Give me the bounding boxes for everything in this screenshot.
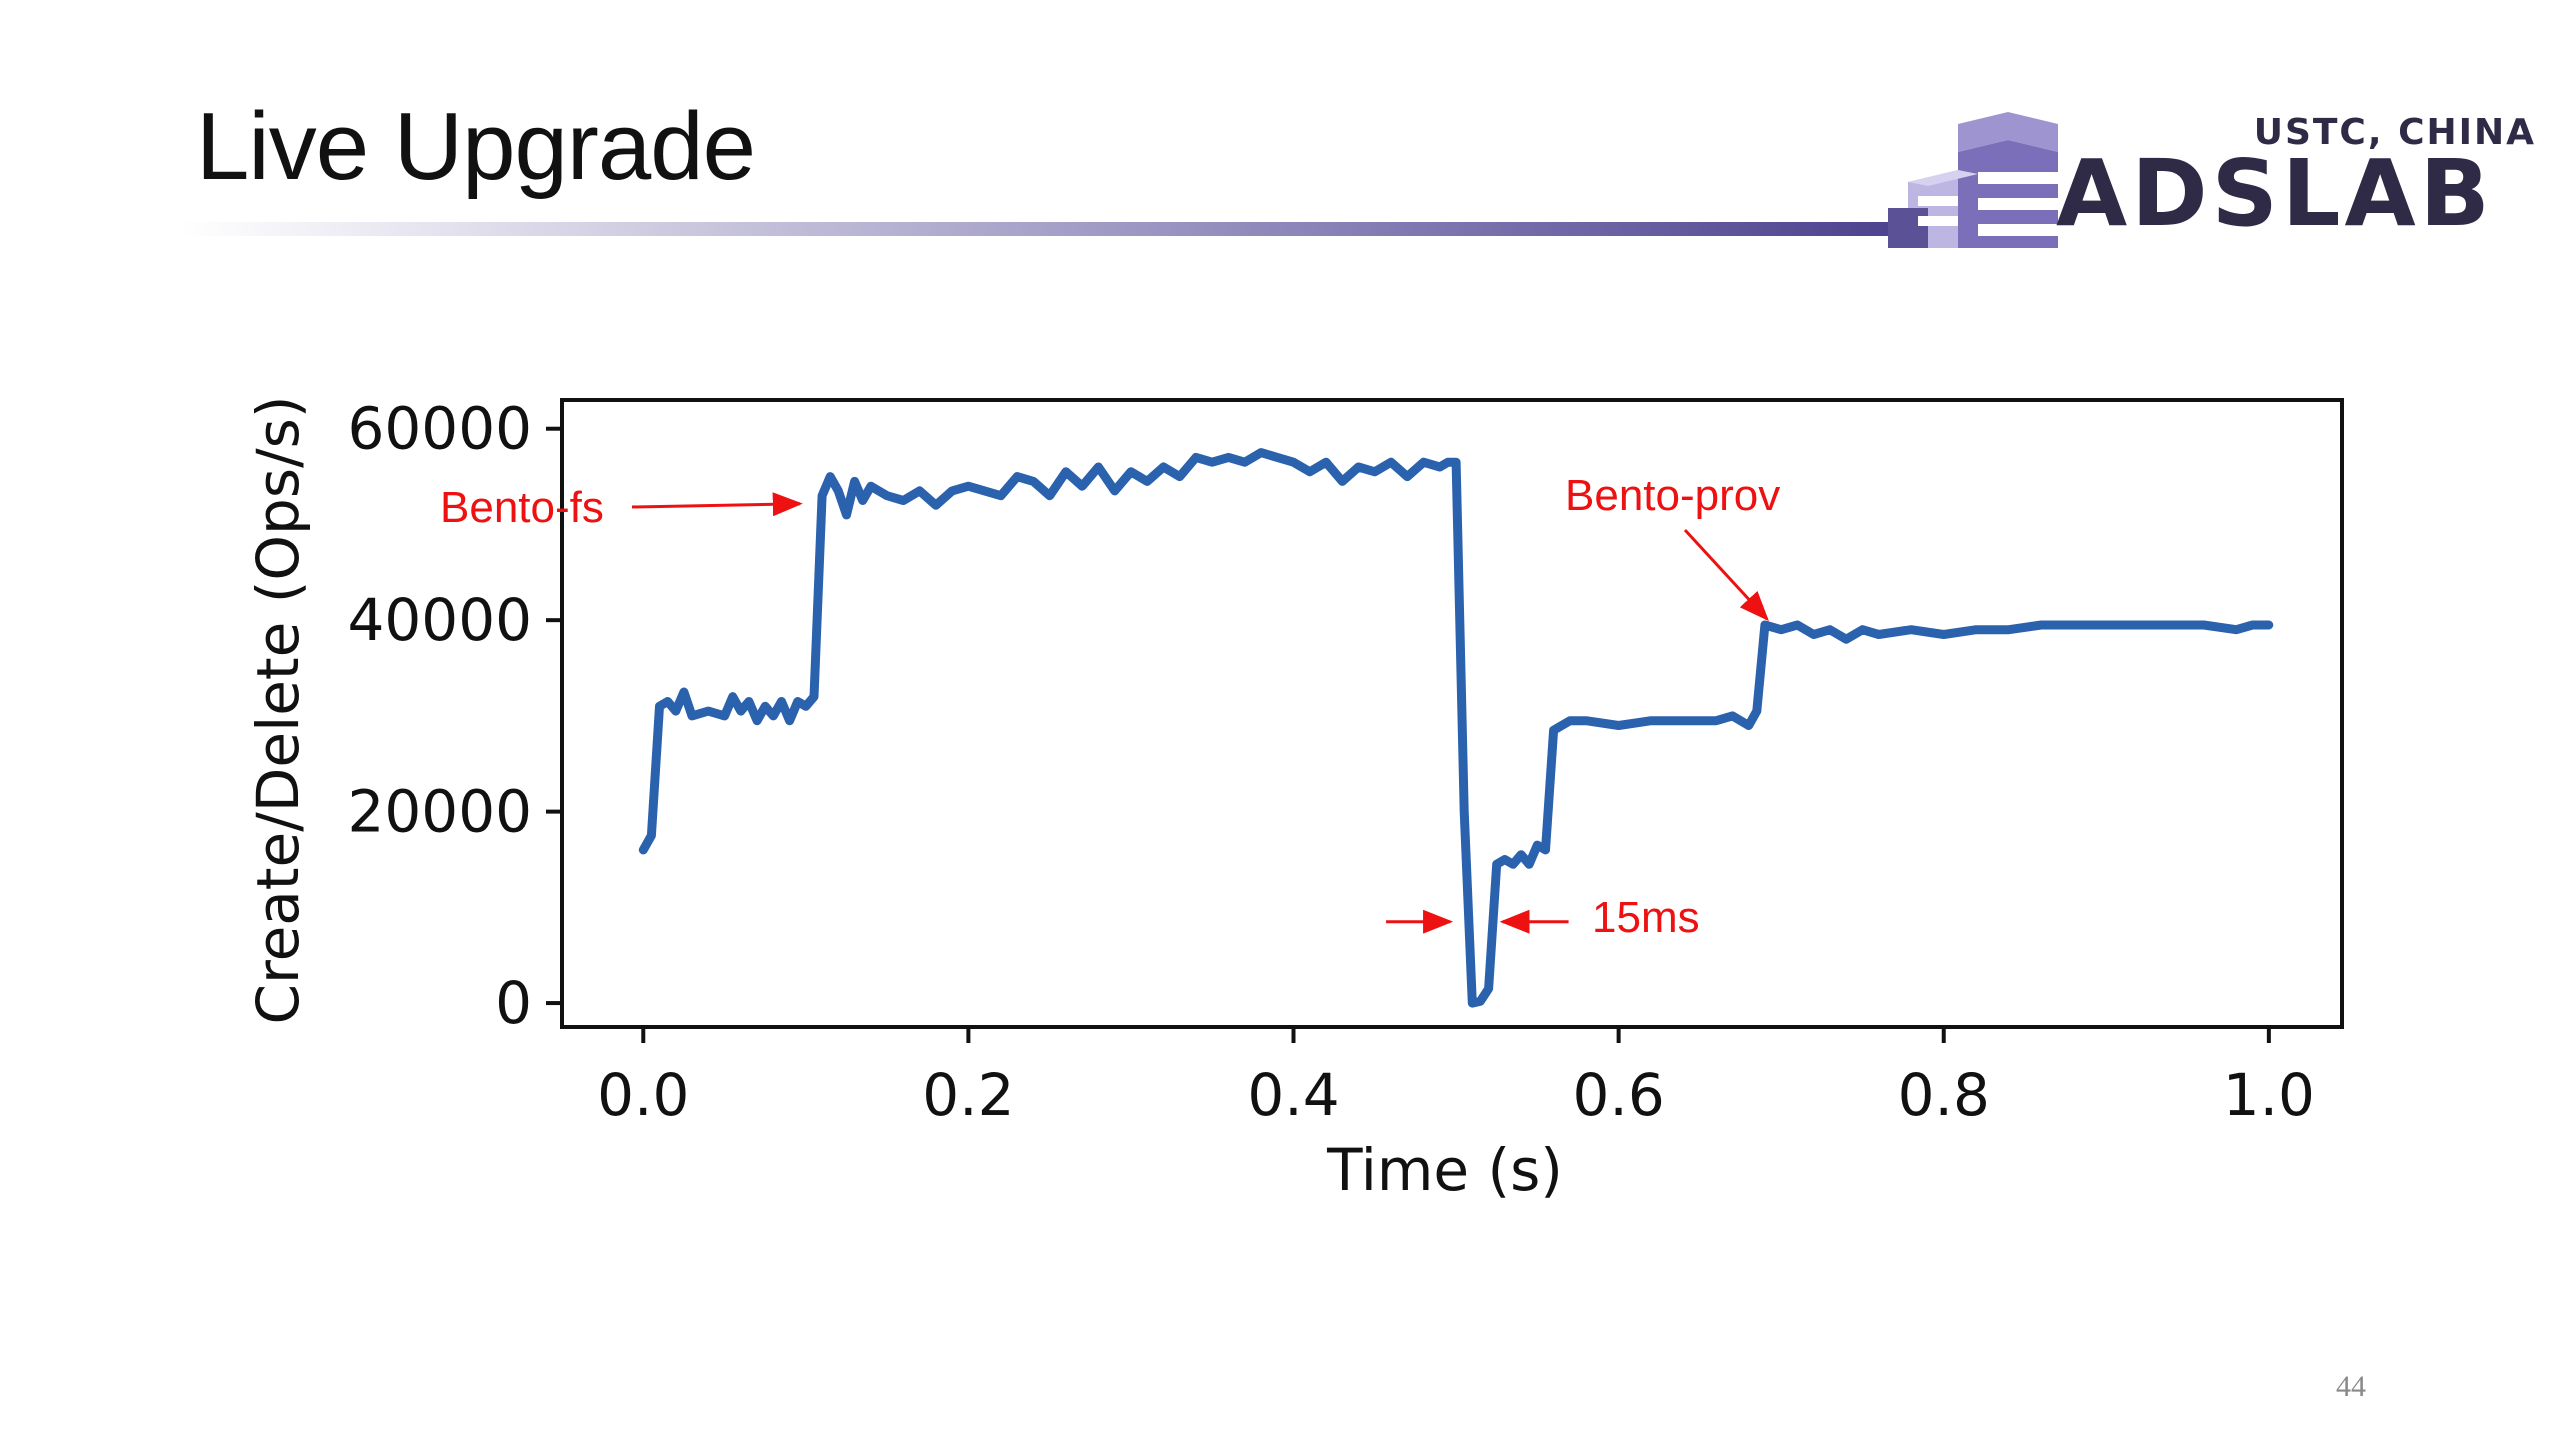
y-axis-title: Create/Delete (Ops/s) [244, 396, 312, 1025]
title-divider [180, 222, 1920, 236]
logo-caption: USTC, CHINA [2253, 112, 2536, 153]
x-axis-title: Time (s) [1326, 1136, 1563, 1204]
annotation-bento-prov: Bento-prov [1565, 471, 1780, 520]
x-tick-label: 0.8 [1898, 1061, 1990, 1129]
slide-title: Live Upgrade [196, 93, 756, 200]
x-tick-label: 0.4 [1247, 1061, 1339, 1129]
y-tick-label: 60000 [347, 395, 532, 463]
y-tick-label: 0 [495, 969, 532, 1037]
y-tick-label: 40000 [347, 586, 532, 654]
annotation-bento-fs: Bento-fs [440, 483, 604, 532]
annotation-arrow-bento-prov [1683, 528, 1769, 622]
x-tick-label: 1.0 [2223, 1061, 2315, 1129]
series-line [638, 448, 2274, 1008]
x-tick-label: 0.2 [922, 1061, 1014, 1129]
building-logo-icon [1888, 112, 2058, 248]
annotation-arrow-bento-fs [631, 492, 803, 517]
y-tick-label: 20000 [347, 778, 532, 846]
logo-wordmark: ADSLAB [2056, 140, 2494, 247]
x-tick-label: 0.0 [597, 1061, 689, 1129]
page-number: 44 [2336, 1370, 2366, 1403]
plot-frame [560, 398, 2344, 1029]
adslab-logo: USTC, CHINA ADSLAB [1888, 112, 2560, 248]
annotation-15ms: 15ms [1592, 893, 1700, 942]
x-tick-label: 0.6 [1572, 1061, 1664, 1129]
